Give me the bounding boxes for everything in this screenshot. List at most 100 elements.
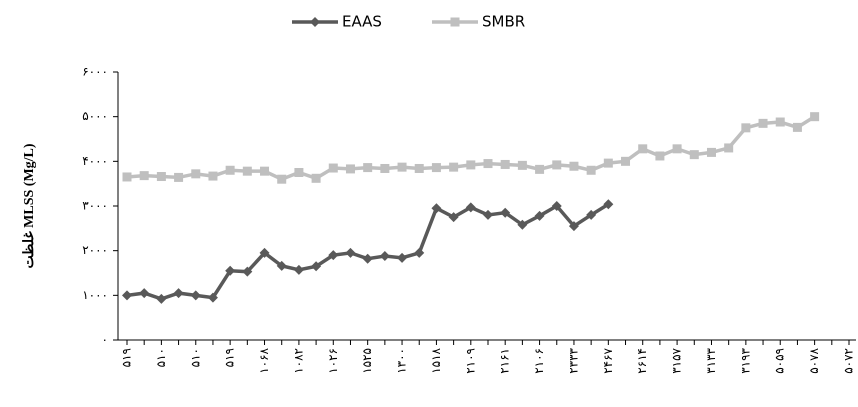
x-tick-label: ۱۰۸۲ (291, 348, 305, 374)
x-tick-label: ۵۰۵۹ (773, 348, 787, 374)
y-axis-label: غلظت MLSS (Mg/L) (22, 143, 37, 268)
point (242, 266, 253, 277)
point (190, 290, 201, 301)
point (173, 288, 184, 299)
point (225, 265, 236, 276)
point (294, 168, 304, 177)
x-tick-label: ۵۱۹ (223, 348, 237, 367)
point (568, 221, 579, 232)
x-tick-label: ۵۱۰ (154, 348, 168, 367)
point (758, 118, 768, 128)
point (363, 163, 373, 173)
point (122, 290, 132, 301)
point (414, 163, 424, 173)
x-tick-label: ۱۰۶۸ (257, 347, 271, 373)
y-tick-label: ۰ (102, 333, 108, 347)
point (276, 260, 287, 271)
x-tick-label: ۵۱۹ (120, 348, 134, 367)
point (569, 161, 579, 171)
y-tick-label: ۳۰۰۰ (82, 199, 108, 213)
y-tick-label: ۱۰۰۰ (82, 288, 108, 302)
point (277, 174, 287, 184)
point (328, 163, 338, 173)
y-tick-label: ۴۰۰۰ (82, 154, 108, 168)
x-tick-label: ۳۱۵۷ (670, 347, 684, 373)
point (775, 117, 785, 127)
point (379, 251, 390, 262)
point (552, 160, 562, 170)
point (208, 171, 218, 181)
point (741, 123, 751, 133)
x-tick-label: ۳۱۳۳ (704, 347, 718, 373)
point (551, 201, 562, 211)
point (810, 112, 820, 122)
point (586, 165, 596, 175)
x-tick-label: ۲۳۳۳ (566, 347, 580, 373)
x-tick-label: ۲۶۱۴ (635, 348, 649, 374)
y-tick-label: ۵۰۰۰ (82, 109, 108, 123)
point (259, 247, 270, 258)
x-tick-label: ۱۵۱۸ (429, 347, 443, 373)
point (139, 288, 150, 299)
legend-marker (450, 17, 460, 27)
point (706, 147, 716, 157)
x-tick-label: ۵۱۰ (188, 348, 202, 367)
point (483, 209, 493, 220)
point (500, 207, 511, 218)
y-tick-label: ۶۰۰۰ (82, 65, 108, 79)
x-tick-label: ۳۱۹۳ (738, 347, 752, 373)
x-tick-label: ۱۰۲۶ (326, 348, 340, 374)
point (380, 163, 390, 173)
point (466, 160, 476, 170)
point (431, 203, 442, 214)
point (225, 165, 235, 175)
point (621, 156, 631, 166)
point (311, 261, 322, 272)
point (724, 143, 734, 153)
point (293, 264, 304, 275)
point (156, 293, 167, 304)
point (603, 158, 613, 168)
x-tick-label: ۱۵۲۵ (360, 348, 374, 374)
legend-label: EAAS (342, 13, 382, 31)
point (311, 173, 321, 183)
x-tick-label: ۵۰۷۲ (842, 348, 856, 374)
point (792, 122, 802, 132)
point (448, 212, 459, 223)
point (655, 151, 665, 161)
point (345, 247, 356, 258)
point (672, 144, 682, 154)
point (174, 172, 184, 182)
point (517, 160, 527, 170)
point (603, 199, 614, 210)
point (534, 210, 545, 221)
point (345, 164, 355, 174)
point (207, 292, 218, 303)
x-tick-label: ۵۰۷۸ (807, 347, 821, 373)
point (465, 202, 476, 213)
point (156, 172, 166, 182)
point (638, 144, 648, 154)
point (483, 159, 493, 169)
point (689, 150, 699, 160)
legend-label: SMBR (482, 13, 525, 31)
point (122, 172, 132, 182)
point (397, 162, 407, 172)
point (431, 163, 441, 173)
point (362, 253, 373, 264)
point (586, 209, 597, 220)
point (260, 166, 270, 176)
legend-marker (310, 17, 320, 27)
point (535, 164, 545, 174)
point (139, 171, 149, 181)
x-tick-label: ۱۳۰۰ (395, 348, 409, 374)
x-tick-label: ۲۱۰۶ (532, 348, 546, 374)
x-tick-label: ۲۱۰۹ (463, 348, 477, 374)
point (397, 252, 408, 263)
point (517, 219, 528, 230)
point (191, 169, 201, 179)
x-tick-label: ۲۴۶۷ (601, 347, 615, 373)
point (242, 166, 252, 176)
